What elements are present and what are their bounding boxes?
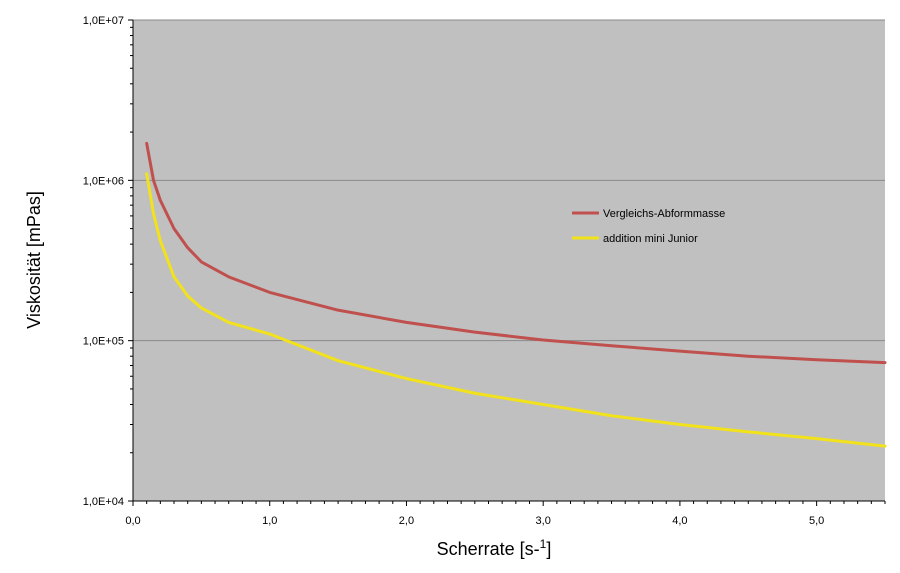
x-tick-label: 0,0 xyxy=(125,515,140,527)
x-tick-label: 4,0 xyxy=(672,515,687,527)
x-tick-label: 3,0 xyxy=(536,515,551,527)
legend-label-1: Vergleichs-Abformmasse xyxy=(603,208,725,220)
axis-ticks xyxy=(128,19,886,506)
y-axis-title: Viskosität [mPas] xyxy=(24,191,44,329)
y-tick-label: 1,0E+05 xyxy=(83,336,124,348)
legend: Vergleichs-Abformmasse addition mini Juni… xyxy=(572,208,725,245)
y-tick-label: 1,0E+07 xyxy=(83,15,124,27)
x-axis-title-base: Scherrate [s- xyxy=(437,539,540,559)
legend-label-2: addition mini Junior xyxy=(603,233,698,245)
y-tick-labels: 1,0E+04 1,0E+05 1,0E+06 1,0E+07 xyxy=(83,15,124,508)
y-tick-label: 1,0E+06 xyxy=(83,175,124,187)
x-tick-label: 1,0 xyxy=(262,515,277,527)
series-line-1 xyxy=(145,141,887,365)
x-tick-label: 2,0 xyxy=(399,515,414,527)
y-tick-label: 1,0E+04 xyxy=(83,496,124,508)
x-axis-title: Scherrate [s-1] xyxy=(437,537,552,559)
x-tick-labels: 0,0 1,0 2,0 3,0 4,0 5,0 xyxy=(125,515,824,527)
x-axis-title-close: ] xyxy=(546,539,551,559)
series-layer xyxy=(145,141,887,448)
x-tick-label: 5,0 xyxy=(809,515,824,527)
x-axis-title-superscript: 1 xyxy=(540,537,547,551)
gridlines xyxy=(133,19,885,342)
plot-area xyxy=(133,20,885,501)
series-line-2 xyxy=(145,172,887,448)
